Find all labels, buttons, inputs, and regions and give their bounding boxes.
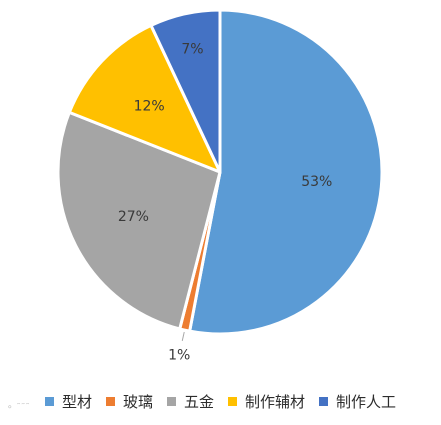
- slice-data-label-4: 7%: [181, 42, 203, 58]
- slice-data-label-1: 1%: [168, 347, 190, 363]
- slice-data-label-3: 12%: [134, 98, 165, 114]
- legend-swatch-4: [319, 396, 329, 406]
- legend-item-4: 制作人工: [319, 391, 396, 412]
- slice-data-label-0: 53%: [301, 174, 332, 190]
- pie-slice-0: [188, 8, 384, 336]
- legend-label-2: 五金: [183, 392, 214, 411]
- legend-item-2: 五金: [166, 391, 214, 412]
- pie-slice-3: [67, 23, 222, 174]
- pie-slice-4: [149, 8, 222, 174]
- slice-data-label-2: 27%: [118, 209, 149, 225]
- slice-leader-line-1: [181, 331, 185, 341]
- legend-item-1: 玻璃: [105, 391, 153, 412]
- legend-label-3: 制作辅材: [245, 392, 306, 411]
- legend-item-3: 制作辅材: [228, 391, 305, 412]
- pie-slice-2: [56, 110, 222, 331]
- legend-swatch-0: [44, 396, 54, 406]
- watermark: ⚬ ˜˜˜: [6, 403, 30, 413]
- legend-label-1: 玻璃: [122, 392, 153, 411]
- legend-swatch-2: [166, 396, 176, 406]
- legend-swatch-1: [105, 396, 115, 406]
- chart-legend: 型材 玻璃 五金 制作辅材 制作人工: [0, 384, 441, 418]
- legend-item-0: 型材: [44, 391, 92, 412]
- legend-swatch-3: [228, 396, 237, 406]
- legend-label-0: 型材: [61, 392, 92, 411]
- legend-label-4: 制作人工: [336, 392, 397, 411]
